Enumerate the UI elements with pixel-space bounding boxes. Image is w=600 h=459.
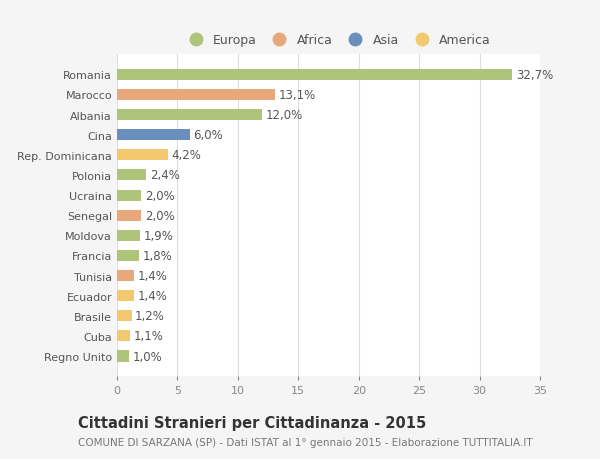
Bar <box>117 210 141 221</box>
Text: 32,7%: 32,7% <box>516 69 553 82</box>
Text: 2,4%: 2,4% <box>149 169 179 182</box>
Bar <box>117 70 512 81</box>
Text: 1,2%: 1,2% <box>135 310 165 323</box>
Bar <box>117 250 139 262</box>
Text: 1,0%: 1,0% <box>133 350 163 363</box>
Bar <box>117 230 140 241</box>
Text: 6,0%: 6,0% <box>193 129 223 142</box>
Text: 12,0%: 12,0% <box>266 109 303 122</box>
Bar <box>117 130 190 141</box>
Text: 4,2%: 4,2% <box>172 149 201 162</box>
Text: Cittadini Stranieri per Cittadinanza - 2015: Cittadini Stranieri per Cittadinanza - 2… <box>78 415 426 431</box>
Bar <box>117 150 168 161</box>
Bar <box>117 110 262 121</box>
Text: 1,8%: 1,8% <box>142 249 172 263</box>
Text: 1,1%: 1,1% <box>134 330 164 343</box>
Bar <box>117 270 134 281</box>
Bar <box>117 90 275 101</box>
Text: 1,9%: 1,9% <box>143 230 173 242</box>
Bar <box>117 351 129 362</box>
Bar <box>117 291 134 302</box>
Text: 2,0%: 2,0% <box>145 189 175 202</box>
Text: COMUNE DI SARZANA (SP) - Dati ISTAT al 1° gennaio 2015 - Elaborazione TUTTITALIA: COMUNE DI SARZANA (SP) - Dati ISTAT al 1… <box>78 437 533 447</box>
Text: 2,0%: 2,0% <box>145 209 175 222</box>
Bar <box>117 311 131 322</box>
Text: 13,1%: 13,1% <box>279 89 316 102</box>
Bar <box>117 170 146 181</box>
Text: 1,4%: 1,4% <box>137 269 167 282</box>
Bar <box>117 330 130 341</box>
Bar <box>117 190 141 201</box>
Text: 1,4%: 1,4% <box>137 290 167 302</box>
Legend: Europa, Africa, Asia, America: Europa, Africa, Asia, America <box>178 29 496 52</box>
